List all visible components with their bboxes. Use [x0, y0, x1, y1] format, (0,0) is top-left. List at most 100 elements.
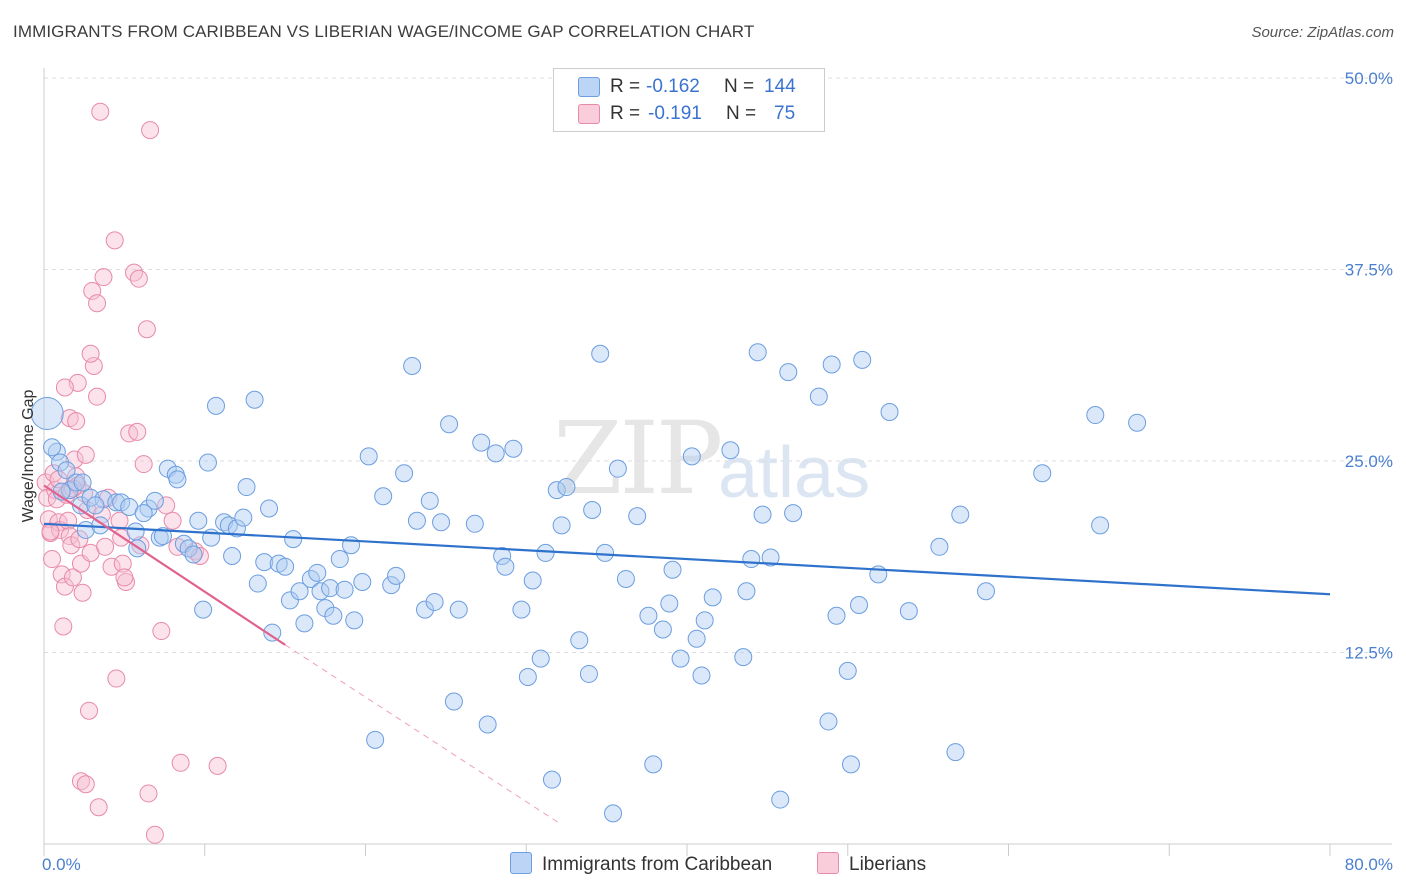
caribbean-point — [1033, 464, 1052, 483]
caribbean-point — [234, 508, 253, 527]
caribbean-point — [472, 433, 491, 452]
liberian-point — [115, 568, 134, 587]
caribbean-point — [179, 539, 198, 558]
caribbean-point — [207, 396, 226, 415]
liberian-point — [59, 511, 78, 530]
caribbean-point — [395, 464, 414, 483]
caribbean-point — [440, 415, 459, 434]
caribbean-point — [486, 444, 505, 463]
caribbean-point — [771, 790, 790, 809]
bottom-legend-label: Liberians — [849, 854, 927, 875]
source-credit: Source: ZipAtlas.com — [1251, 24, 1394, 41]
caribbean-point — [504, 439, 523, 458]
caribbean-point — [145, 491, 164, 510]
liberian-point — [96, 537, 115, 556]
caribbean-point — [260, 499, 279, 518]
caribbean-point — [518, 668, 537, 687]
caribbean-point — [639, 606, 658, 625]
liberian-point — [76, 445, 95, 464]
legend-n-value: 144 — [764, 76, 796, 97]
caribbean-point — [374, 487, 393, 506]
caribbean-point — [838, 661, 857, 680]
liberian-point — [139, 784, 158, 803]
caribbean-point — [444, 692, 463, 711]
caribbean-point — [579, 664, 598, 683]
caribbean-point — [353, 573, 372, 592]
caribbean-point — [734, 648, 753, 667]
caribbean-point — [523, 571, 542, 590]
caribbean-point — [687, 629, 706, 648]
liberian-point — [76, 775, 95, 794]
caribbean-point — [43, 438, 62, 457]
tick-labels: 12.5% 25.0% 37.5% 50.0% 0.0% 80.0% — [42, 69, 1393, 874]
liberian-point — [105, 231, 124, 250]
caribbean-point — [227, 519, 246, 538]
caribbean-point — [465, 514, 484, 533]
caribbean-point — [223, 546, 242, 565]
caribbean-point — [420, 491, 439, 510]
liberian-point — [55, 378, 74, 397]
bottom-legend-caribbean: Immigrants from Caribbean — [510, 852, 772, 876]
caribbean-point — [263, 623, 282, 642]
liberian-point — [157, 496, 176, 515]
liberian-point — [46, 481, 65, 500]
legend-n-label: N = — [726, 103, 757, 124]
caribbean-point — [604, 804, 623, 823]
legend-r-value: -0.162 — [646, 76, 700, 97]
liberian-point — [54, 617, 73, 636]
y-tick-label: 37.5% — [1345, 261, 1393, 280]
caribbean-point — [721, 441, 740, 460]
gridlines — [44, 77, 1392, 653]
caribbean-point — [542, 770, 561, 789]
caribbean-point — [493, 546, 512, 565]
caribbean-point — [276, 557, 295, 576]
x-tick-label-min: 0.0% — [42, 855, 81, 874]
liberian-point — [152, 622, 171, 641]
caribbean-point — [51, 453, 70, 472]
caribbean-point — [57, 461, 76, 480]
caribbean-point — [359, 447, 378, 466]
caribbean-point — [366, 730, 385, 749]
liberian-point — [43, 550, 62, 569]
liberian-point — [71, 772, 90, 791]
liberian-point — [91, 102, 110, 121]
caribbean-point — [198, 453, 217, 472]
caribbean-point — [951, 505, 970, 524]
axes — [43, 68, 1392, 856]
caribbean-point — [827, 606, 846, 625]
caribbean-trend-line — [43, 522, 1331, 596]
bottom-legend-label: Immigrants from Caribbean — [542, 854, 773, 875]
caribbean-point — [853, 350, 872, 369]
liberian-point — [125, 263, 144, 282]
liberian-point — [80, 701, 99, 720]
caribbean-point — [432, 513, 451, 532]
caribbean-point — [784, 504, 803, 523]
legend-swatch-blue — [578, 77, 600, 97]
y-tick-label: 12.5% — [1345, 644, 1393, 663]
caribbean-point — [671, 649, 690, 668]
liberian-trend-extension — [284, 644, 559, 823]
caribbean-point — [512, 600, 531, 619]
caribbean-point — [30, 397, 64, 431]
caribbean-point — [583, 501, 602, 520]
caribbean-point — [168, 470, 187, 489]
liberian-point — [113, 554, 132, 573]
caribbean-point — [753, 505, 772, 524]
caribbean-point — [596, 543, 615, 562]
caribbean-point — [880, 402, 899, 421]
watermark-atlas: atlas — [718, 433, 871, 513]
bottom-legend-liberians: Liberians — [817, 852, 926, 876]
caribbean-point — [557, 478, 576, 497]
caribbean-point — [321, 579, 340, 598]
caribbean-point — [67, 473, 86, 492]
caribbean-point — [290, 582, 309, 601]
trend-lines — [43, 484, 1331, 823]
liberian-point — [102, 557, 121, 576]
watermark-zip: ZIP — [553, 400, 723, 517]
caribbean-point — [899, 602, 918, 621]
caribbean-point — [425, 592, 444, 611]
caribbean-point — [761, 548, 780, 567]
caribbean-point — [308, 563, 327, 582]
liberian-point — [60, 527, 79, 546]
liberian-point — [171, 753, 190, 772]
